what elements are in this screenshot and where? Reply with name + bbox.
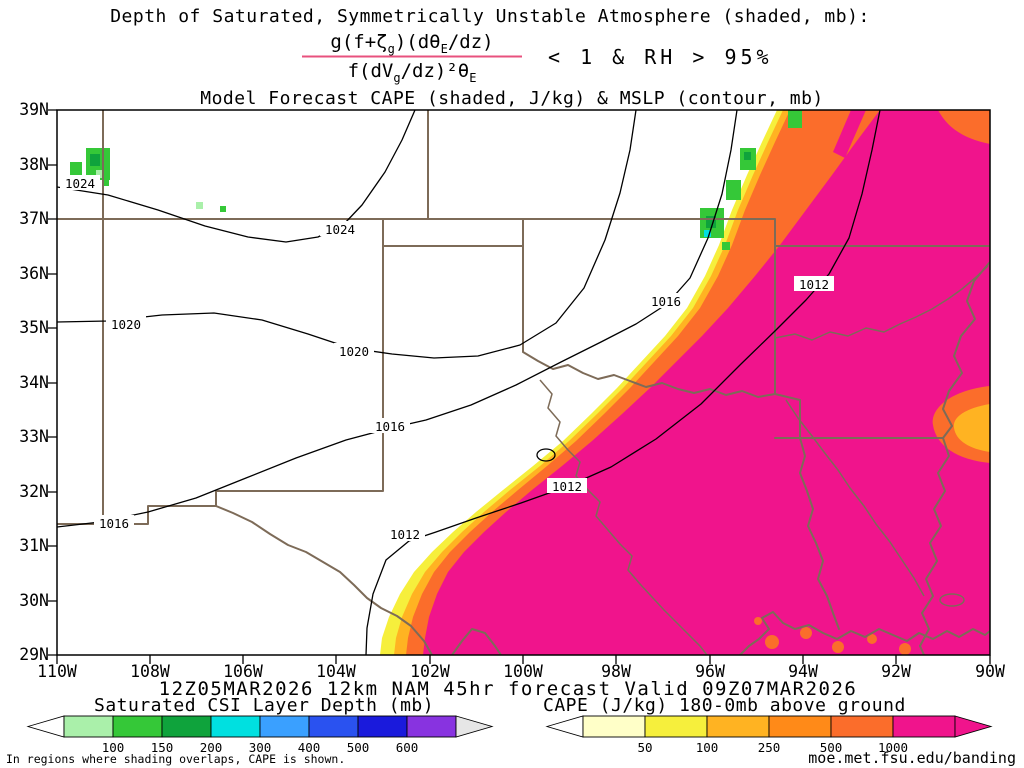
- cape-bar-seg: [644, 715, 708, 738]
- formula-condition: < 1 & RH > 95%: [548, 45, 773, 69]
- contour-labels: 1024 1024 1020 1020 1016 1016 1016 1012 …: [60, 175, 834, 542]
- formula-denominator: f(dVg/dz)²θE: [348, 60, 477, 85]
- map-subtitle: Model Forecast CAPE (shaded, J/kg) & MSL…: [200, 88, 824, 109]
- axis-ticks: [48, 109, 991, 664]
- cape-bar-left-arrow: [545, 715, 584, 738]
- cape-gold-east-blob-core: [953, 404, 990, 452]
- cape-orange-corner-patch: [938, 110, 990, 144]
- csi-bar-tick: 300: [249, 740, 272, 755]
- x-tick-label: 92W: [881, 662, 911, 681]
- csi-shading: [70, 110, 802, 250]
- x-tick-label: 102W: [410, 662, 450, 681]
- y-tick-label: 30N: [19, 591, 49, 610]
- contour-label: 1020: [111, 317, 141, 332]
- contour-label: 1024: [325, 222, 355, 237]
- cape-bar-tick: 1000: [878, 740, 908, 755]
- website-link[interactable]: moe.met.fsu.edu/banding: [808, 749, 1016, 767]
- cape-bar-seg: [706, 715, 770, 738]
- contour-label: 1016: [99, 516, 129, 531]
- csi-patch-lt100: [96, 170, 203, 209]
- csi-colorbar: 100 150 200 300 400 500 600: [26, 715, 494, 755]
- csi-bar-seg: [161, 715, 212, 738]
- cape-bar-tick: 500: [820, 740, 843, 755]
- overlap-note: In regions where shading overlaps, CAPE …: [6, 752, 345, 766]
- cape-bar-tick: 50: [637, 740, 652, 755]
- csi-bar-seg: [308, 715, 359, 738]
- formula-numerator: g(f+ζg)(dθE/dz): [330, 31, 493, 56]
- x-tick-label: 106W: [223, 662, 263, 681]
- cape-legend-title: CAPE (J/kg) 180-0mb above ground: [543, 695, 906, 716]
- cape-bar-right-arrow: [954, 715, 993, 738]
- csi-formula: g(f+ζg)(dθE/dz) f(dVg/dz)²θE < 1 & RH > …: [302, 31, 773, 85]
- y-tick-label: 33N: [19, 427, 49, 446]
- y-axis-labels: 39N 38N 37N 36N 35N 34N 33N 32N 31N 30N …: [19, 100, 49, 664]
- csi-bar-seg: [210, 715, 261, 738]
- rivers: [539, 265, 989, 655]
- cape-orange-spots: [754, 617, 911, 655]
- cape-bar-seg: [582, 715, 646, 738]
- cape-bar-seg: [892, 715, 956, 738]
- contour-label: 1016: [375, 419, 405, 434]
- y-tick-label: 39N: [19, 100, 49, 119]
- cape-bar-tick: 100: [696, 740, 719, 755]
- lake-outline: [939, 593, 965, 607]
- cape-shading: [380, 110, 990, 655]
- contour-label: 1020: [339, 344, 369, 359]
- y-tick-label: 29N: [19, 645, 49, 664]
- csi-bar-right-arrow: [455, 715, 494, 738]
- x-tick-label: 110W: [37, 662, 77, 681]
- mslp-contours: [57, 110, 881, 655]
- y-tick-label: 32N: [19, 482, 49, 501]
- csi-bar-tick: 600: [396, 740, 419, 755]
- x-axis-labels: 110W 108W 106W 104W 102W 100W 98W 96W 94…: [37, 662, 1005, 681]
- contour-1016: [57, 110, 738, 528]
- csi-bar-seg: [259, 715, 310, 738]
- contour-1024: [57, 110, 416, 243]
- cape-bar-tick: 250: [758, 740, 781, 755]
- cape-bar-seg: [830, 715, 894, 738]
- x-tick-label: 108W: [130, 662, 170, 681]
- contour-label: 1012: [799, 277, 829, 292]
- csi-bar-seg: [406, 715, 457, 738]
- y-tick-label: 36N: [19, 264, 49, 283]
- y-tick-label: 31N: [19, 536, 49, 555]
- x-tick-label: 100W: [503, 662, 543, 681]
- contour-closed-low: [536, 448, 556, 462]
- cape-bar-seg: [768, 715, 832, 738]
- csi-bar-tick: 200: [200, 740, 223, 755]
- contour-label: 1012: [552, 479, 582, 494]
- contour-label: 1016: [651, 294, 681, 309]
- csi-bar-left-arrow: [26, 715, 65, 738]
- csi-bar-seg: [63, 715, 114, 738]
- cape-region-gt1000: [423, 110, 990, 655]
- x-tick-label: 96W: [695, 662, 725, 681]
- valid-time-line: 12Z05MAR2026 12km NAM 45hr forecast Vali…: [159, 678, 858, 700]
- csi-patch-150-200: [90, 152, 751, 228]
- y-tick-label: 34N: [19, 373, 49, 392]
- y-tick-label: 38N: [19, 155, 49, 174]
- y-tick-label: 35N: [19, 318, 49, 337]
- page-title: Depth of Saturated, Symmetrically Unstab…: [110, 6, 870, 27]
- y-tick-label: 37N: [19, 209, 49, 228]
- cape-colorbar: 50 100 250 500 1000: [545, 715, 993, 755]
- contour-label: 1024: [65, 176, 95, 191]
- contour-1020: [57, 110, 637, 359]
- cape-magenta-streak: [833, 110, 866, 158]
- x-tick-label: 98W: [601, 662, 631, 681]
- csi-bar-tick: 500: [347, 740, 370, 755]
- x-tick-label: 104W: [316, 662, 356, 681]
- csi-bar-tick: 150: [151, 740, 174, 755]
- csi-legend-title: Saturated CSI Layer Depth (mb): [94, 695, 434, 716]
- x-tick-label: 94W: [788, 662, 818, 681]
- csi-patch-100-150: [70, 110, 802, 250]
- csi-bar-seg: [112, 715, 163, 738]
- csi-bar-tick: 100: [102, 740, 125, 755]
- state-borders: [57, 110, 990, 655]
- x-tick-label: 90W: [975, 662, 1005, 681]
- csi-bar-tick: 400: [298, 740, 321, 755]
- csi-bar-seg: [357, 715, 408, 738]
- contour-label: 1012: [390, 527, 420, 542]
- contour-1012: [365, 110, 881, 655]
